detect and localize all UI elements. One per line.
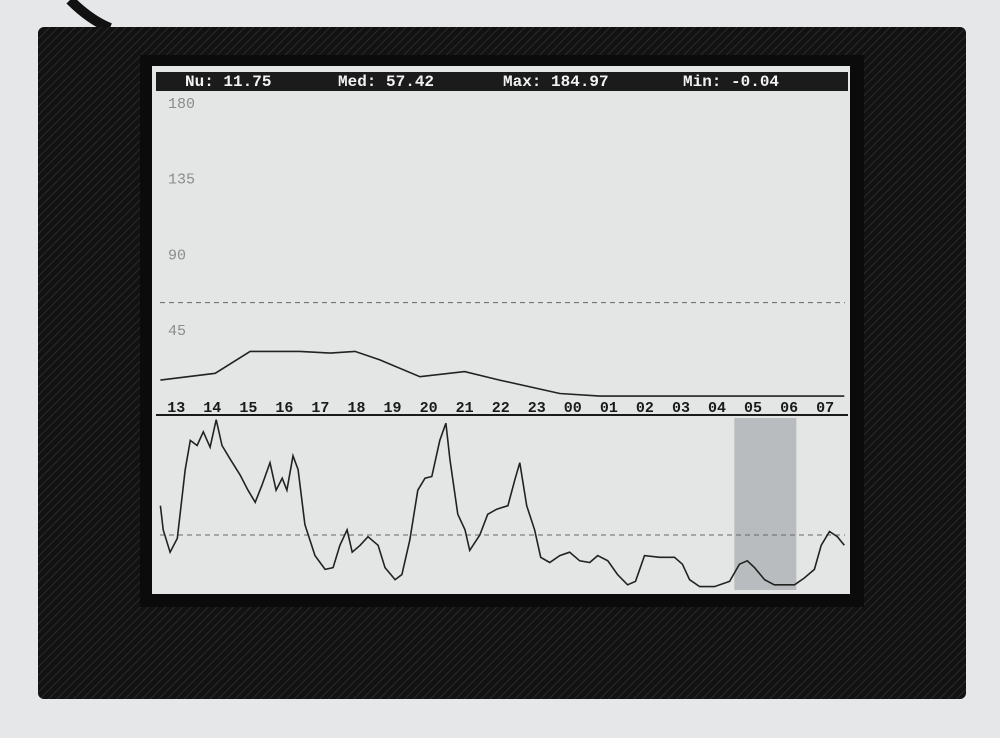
x-tick-label: 07 (816, 400, 834, 417)
x-tick-label: 05 (744, 400, 762, 417)
x-tick-label: 23 (528, 400, 546, 417)
data-line (160, 350, 845, 397)
x-tick-label: 16 (275, 400, 293, 417)
chart-layer: Nu: 11.75 Med: 57.42 Max: 184.97 Min: -0.04… (159, 73, 845, 590)
x-tick-label: 18 (347, 400, 365, 417)
y-tick-label: 180 (168, 96, 195, 113)
data-line (159, 419, 845, 588)
x-tick-label: 06 (780, 400, 798, 417)
header-bar (156, 72, 848, 91)
header-stat: Nu: 11.75 (185, 73, 271, 91)
x-tick-label: 02 (636, 400, 654, 417)
y-tick-label: 45 (168, 323, 186, 340)
x-tick-label: 00 (564, 400, 582, 417)
x-tick-label: 15 (239, 400, 257, 417)
highlight-band (734, 418, 797, 590)
x-tick-label: 21 (456, 400, 474, 417)
x-tick-label: 22 (492, 400, 510, 417)
x-tick-label: 20 (420, 400, 438, 417)
header-stat: Max: 184.97 (503, 73, 609, 91)
x-tick-label: 03 (672, 400, 690, 417)
x-tick-label: 14 (203, 400, 221, 417)
screen (152, 66, 850, 594)
y-tick-label: 135 (168, 172, 195, 189)
x-tick-label: 04 (708, 400, 726, 417)
cable (66, 0, 112, 33)
x-tick-label: 01 (600, 400, 618, 417)
header-stat: Min: -0.04 (683, 73, 779, 91)
x-tick-label: 19 (384, 400, 402, 417)
header-stat: Med: 57.42 (338, 73, 434, 91)
y-tick-label: 90 (168, 247, 186, 264)
x-tick-label: 13 (167, 400, 185, 417)
x-tick-label: 17 (311, 400, 329, 417)
